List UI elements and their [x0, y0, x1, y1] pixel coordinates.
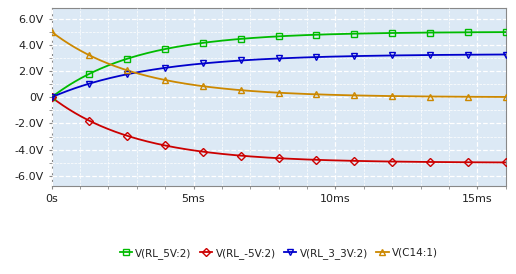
Legend: V(RL_5V:2), V(RL_-5V:2), V(RL_3_3V:2), V(C14:1): V(RL_5V:2), V(RL_-5V:2), V(RL_3_3V:2), V…: [116, 244, 442, 263]
